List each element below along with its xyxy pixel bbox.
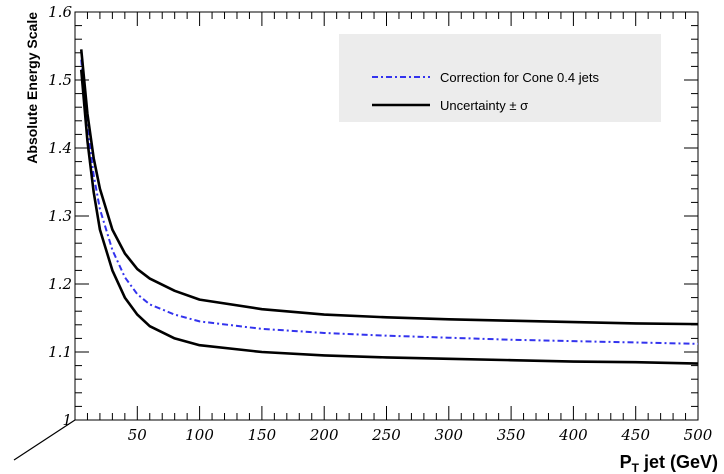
x-tick-label: 300 [434, 426, 463, 444]
uncertainty-lower-curve [79, 69, 699, 365]
y-tick-label: 1.1 [48, 343, 72, 361]
legend-uncertainty-label: Uncertainty ± σ [440, 98, 528, 113]
x-tick-label: 100 [185, 426, 214, 444]
x-tick-label: 450 [620, 426, 650, 444]
y-tick-label: 1.5 [48, 71, 72, 89]
x-axis-title: PT jet (GeV) [620, 452, 718, 474]
x-tick-label: 200 [309, 426, 339, 444]
y-tick-label: 1.4 [48, 139, 72, 157]
y-tick-label: 1 [62, 411, 72, 429]
correction-curve [80, 59, 699, 345]
x-tick-label: 50 [128, 426, 148, 444]
x-tick-label: 250 [371, 426, 401, 444]
y-tick-label: 1.3 [48, 207, 72, 225]
x-tick-label: 500 [684, 426, 713, 444]
x-tick-label: 350 [497, 426, 526, 444]
legend-box [339, 34, 661, 122]
x-tick-label: 150 [248, 426, 277, 444]
stray-pointer-line [13, 419, 76, 461]
y-tick-label: 1.6 [48, 3, 72, 21]
x-tick-label: 400 [558, 426, 588, 444]
uncertainty-upper-curve [79, 49, 699, 326]
y-axis-title: Absolute Energy Scale [24, 12, 40, 164]
legend-correction-label: Correction for Cone 0.4 jets [440, 70, 599, 85]
y-tick-label: 1.2 [48, 275, 72, 293]
